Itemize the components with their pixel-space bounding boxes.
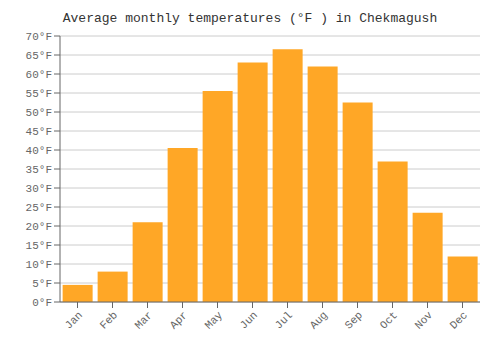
svg-text:Sep: Sep <box>343 309 365 331</box>
svg-text:Feb: Feb <box>98 309 120 331</box>
svg-text:70°F: 70°F <box>26 31 52 43</box>
svg-text:35°F: 35°F <box>26 164 52 176</box>
svg-text:65°F: 65°F <box>26 50 52 62</box>
svg-text:Nov: Nov <box>413 309 436 332</box>
html-text:Average monthly temperatures (: Average monthly temperatures (°F ) in Ch… <box>62 11 438 26</box>
svg-text:30°F: 30°F <box>26 183 52 195</box>
svg-text:25°F: 25°F <box>26 202 52 214</box>
svg-text:40°F: 40°F <box>26 145 52 157</box>
svg-text:Oct: Oct <box>378 309 400 331</box>
svg-text:50°F: 50°F <box>26 107 52 119</box>
svg-text:55°F: 55°F <box>26 88 52 100</box>
svg-text:Jan: Jan <box>63 309 85 331</box>
svg-text:10°F: 10°F <box>26 259 52 271</box>
svg-text:Apr: Apr <box>168 309 190 331</box>
svg-text:Dec: Dec <box>448 309 470 331</box>
svg-text:15°F: 15°F <box>26 240 52 252</box>
svg-text:Jun: Jun <box>238 309 260 331</box>
svg-text:Mar: Mar <box>133 309 155 331</box>
svg-text:0°F: 0°F <box>32 297 52 309</box>
svg-text:20°F: 20°F <box>26 221 52 233</box>
svg-text:May: May <box>203 309 226 332</box>
svg-text:45°F: 45°F <box>26 126 52 138</box>
svg-text:Jul: Jul <box>273 309 295 331</box>
svg-text:5°F: 5°F <box>32 278 52 290</box>
svg-text:60°F: 60°F <box>26 69 52 81</box>
svg-text:Aug: Aug <box>308 309 330 331</box>
